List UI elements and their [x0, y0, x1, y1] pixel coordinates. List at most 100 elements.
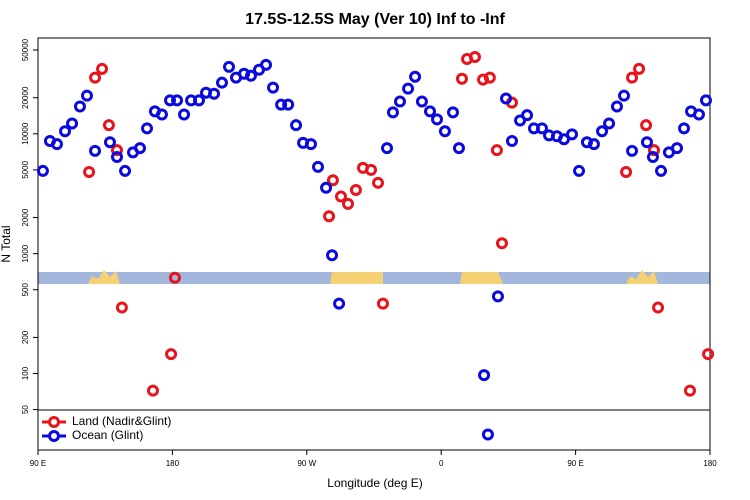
point [110, 144, 123, 157]
point [80, 89, 93, 102]
point [626, 144, 639, 157]
point [320, 181, 333, 194]
point [587, 138, 600, 151]
point [171, 94, 184, 107]
point [323, 210, 336, 223]
point [115, 301, 128, 314]
point [380, 142, 393, 155]
y-tick-label: 5000 [21, 160, 30, 178]
point [702, 348, 715, 361]
point [557, 133, 570, 146]
point [490, 144, 503, 157]
point [50, 138, 63, 151]
point [580, 136, 593, 149]
point [670, 142, 683, 155]
y-tick-label: 50000 [21, 38, 30, 61]
point [678, 122, 691, 135]
point [275, 98, 288, 111]
point [505, 135, 518, 148]
point [89, 71, 102, 84]
point [304, 138, 317, 151]
point [333, 297, 346, 310]
y-tick-label: 20000 [21, 86, 30, 109]
point [73, 100, 86, 113]
point [620, 166, 633, 179]
chart-title: 17.5S-12.5S May (Ver 10) Inf to -Inf [245, 11, 505, 28]
point [222, 60, 235, 73]
x-tick-label: 90 E [30, 459, 46, 468]
point [692, 108, 705, 121]
point [102, 119, 115, 132]
point [603, 117, 616, 130]
point [596, 125, 609, 138]
point [155, 108, 168, 121]
point [192, 94, 205, 107]
point [655, 164, 668, 177]
point [290, 119, 303, 132]
point [393, 95, 406, 108]
y-tick-label: 50 [21, 405, 30, 414]
x-tick-label: 0 [439, 459, 444, 468]
x-tick-label: 180 [166, 459, 180, 468]
point [326, 174, 339, 187]
point [452, 142, 465, 155]
point [165, 348, 178, 361]
x-tick-label: 90 W [297, 459, 316, 468]
legend-label: Land (Nadir&Glint) [72, 414, 171, 428]
point [260, 58, 273, 71]
y-axis-label: N Total [0, 225, 13, 262]
point [495, 237, 508, 250]
point [483, 71, 496, 84]
point [386, 106, 399, 119]
point [103, 136, 116, 149]
y-tick-label: 100 [21, 366, 30, 380]
point [431, 113, 444, 126]
point [648, 144, 660, 157]
point [267, 81, 280, 94]
point [438, 125, 451, 138]
point [238, 67, 251, 80]
point [83, 166, 96, 179]
point [536, 122, 548, 135]
point [96, 62, 109, 75]
point [164, 94, 177, 107]
point [110, 151, 123, 164]
point [481, 428, 494, 441]
point [342, 197, 355, 210]
y-tick-label: 200 [21, 330, 30, 344]
point [89, 144, 102, 157]
point [365, 163, 378, 176]
legend-marker [48, 416, 60, 428]
point [415, 95, 428, 108]
point [402, 82, 415, 95]
point [491, 290, 504, 303]
point [409, 70, 422, 83]
point [376, 297, 389, 310]
point [477, 73, 490, 86]
point [59, 125, 72, 138]
x-axis-label: Longitude (deg E) [327, 476, 422, 490]
point [521, 109, 534, 122]
point [349, 183, 362, 196]
point [208, 87, 221, 100]
point [683, 384, 696, 397]
point [446, 106, 459, 119]
point [178, 108, 191, 121]
point [36, 164, 49, 177]
point [652, 301, 665, 314]
point [640, 136, 653, 149]
point [500, 92, 513, 105]
point [334, 190, 347, 203]
point [640, 119, 653, 132]
point [141, 122, 154, 135]
y-tick-label: 10000 [21, 122, 30, 145]
point [146, 384, 159, 397]
point [119, 164, 132, 177]
point [699, 94, 712, 107]
point [646, 151, 659, 164]
legend-label: Ocean (Glint) [72, 428, 143, 442]
point [566, 128, 579, 141]
legend-marker [48, 430, 60, 442]
point [617, 89, 630, 102]
